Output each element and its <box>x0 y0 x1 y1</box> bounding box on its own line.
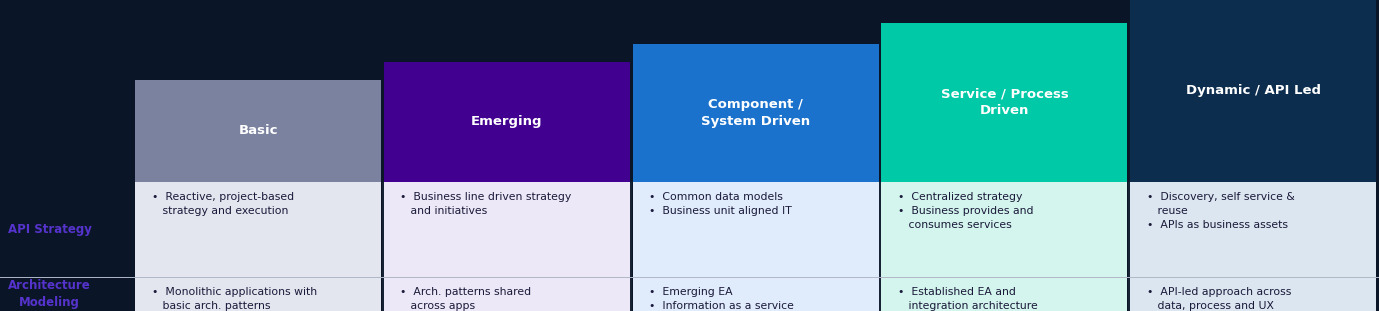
Text: API Strategy: API Strategy <box>8 223 91 236</box>
Bar <box>633 277 878 311</box>
Bar <box>633 44 878 182</box>
Text: •  Common data models
•  Business unit aligned IT: • Common data models • Business unit ali… <box>650 192 792 216</box>
Bar <box>1131 277 1376 311</box>
Bar <box>135 182 381 277</box>
Bar <box>881 277 1128 311</box>
Bar <box>1131 0 1376 182</box>
Bar <box>1131 182 1376 277</box>
Text: Architecture
Modeling: Architecture Modeling <box>8 279 91 309</box>
Text: Basic: Basic <box>239 124 279 137</box>
Text: •  Arch. patterns shared
   across apps
•  LOB specific, canonical data
   model: • Arch. patterns shared across apps • LO… <box>400 287 567 311</box>
Text: •  Established EA and
   integration architecture
•  Service-oriented
   archite: • Established EA and integration archite… <box>898 287 1038 311</box>
Text: Component /
System Driven: Component / System Driven <box>701 98 811 128</box>
Text: •  Discovery, self service &
   reuse
•  APIs as business assets: • Discovery, self service & reuse • APIs… <box>1147 192 1295 230</box>
Text: •  API-led approach across
   data, process and UX
•  Event driven architecture: • API-led approach across data, process … <box>1147 287 1299 311</box>
Text: •  Monolithic applications with
   basic arch. patterns: • Monolithic applications with basic arc… <box>152 287 317 311</box>
Bar <box>135 277 381 311</box>
Bar <box>383 277 630 311</box>
Text: Service / Process
Driven: Service / Process Driven <box>940 88 1069 117</box>
Text: •  Centralized strategy
•  Business provides and
   consumes services: • Centralized strategy • Business provid… <box>898 192 1033 230</box>
Text: •  Reactive, project-based
   strategy and execution: • Reactive, project-based strategy and e… <box>152 192 294 216</box>
Bar <box>383 62 630 182</box>
Bar <box>383 182 630 277</box>
Text: Dynamic / API Led: Dynamic / API Led <box>1186 85 1321 97</box>
Bar <box>881 182 1128 277</box>
Text: Emerging: Emerging <box>472 115 543 128</box>
Bar <box>633 182 878 277</box>
Text: •  Business line driven strategy
   and initiatives: • Business line driven strategy and init… <box>400 192 572 216</box>
Bar <box>881 23 1128 182</box>
Text: •  Emerging EA
•  Information as a service
   adopted via centralized
   informa: • Emerging EA • Information as a service… <box>650 287 794 311</box>
Bar <box>135 80 381 182</box>
